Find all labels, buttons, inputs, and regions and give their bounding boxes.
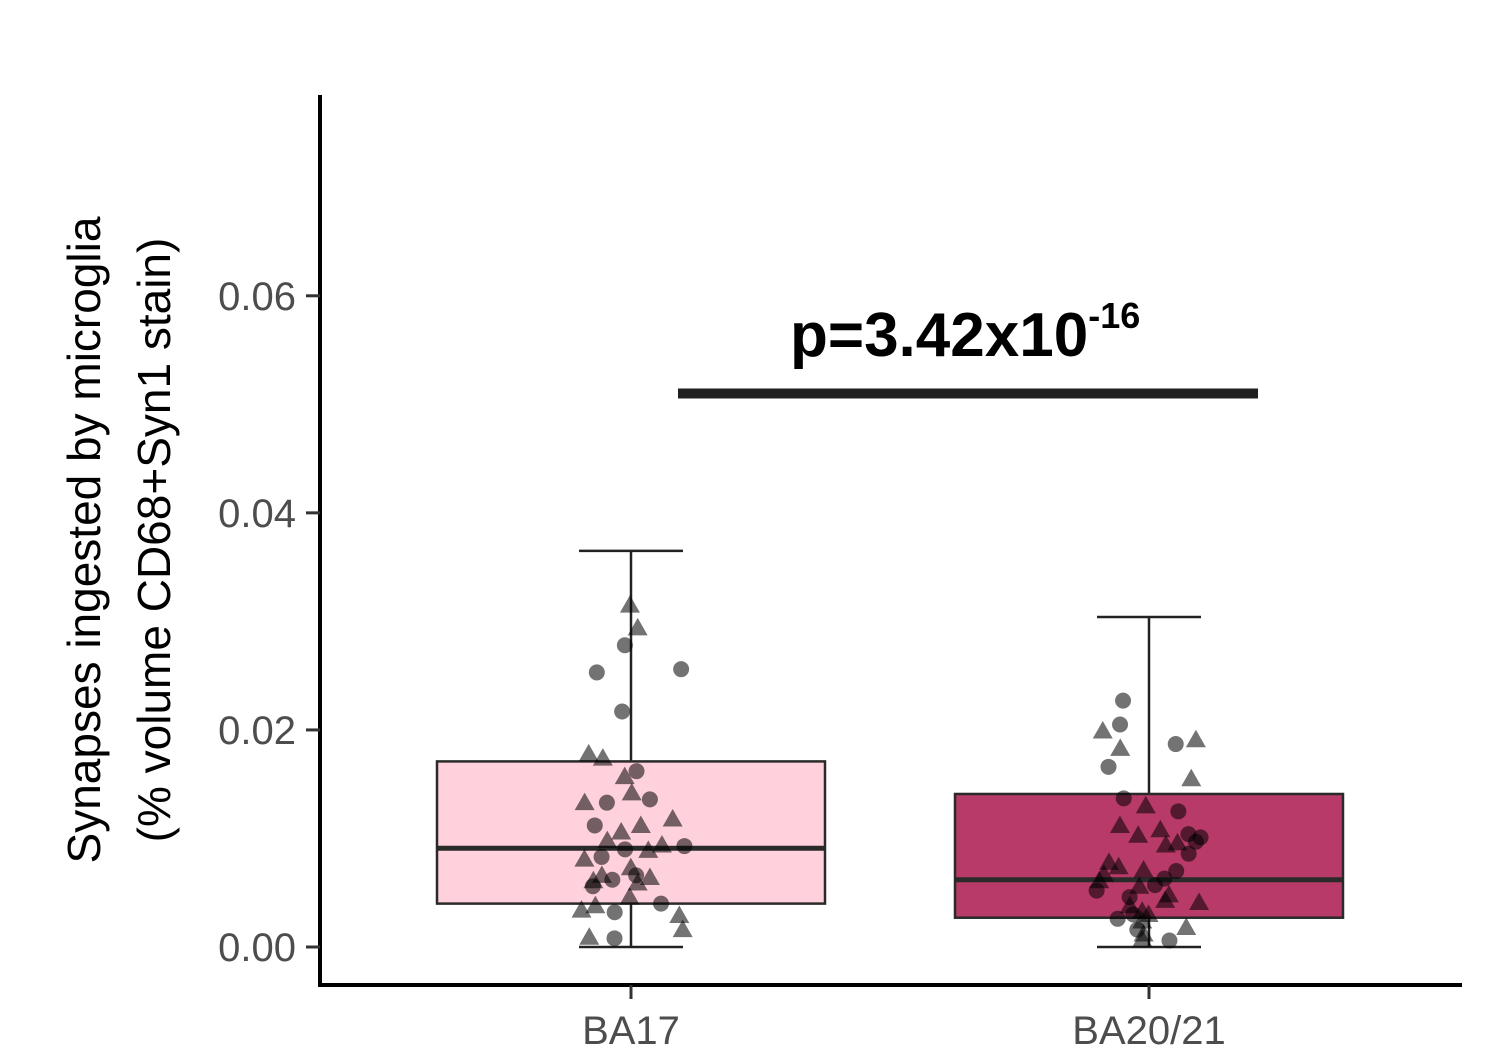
data-point-triangle [1110, 738, 1131, 756]
data-point-triangle [1185, 729, 1206, 748]
box-ba20-21 [953, 615, 1345, 949]
data-point-circle [588, 664, 605, 681]
data-point-circle [586, 817, 603, 834]
data-point-triangle [1167, 832, 1188, 851]
data-point-triangle [1109, 815, 1130, 833]
data-point-triangle [1133, 859, 1154, 878]
data-point-circle [1161, 932, 1178, 949]
data-point-circle [584, 878, 601, 895]
data-point-circle [1168, 863, 1185, 880]
y-tick-label: 0.02 [218, 709, 296, 753]
data-point-circle [1129, 921, 1146, 938]
data-point-circle [614, 703, 631, 720]
data-point-triangle [578, 743, 599, 762]
data-point-circle [598, 794, 615, 811]
p-value-base: p=3.42x10 [790, 301, 1088, 370]
y-tick-label: 0.00 [218, 926, 296, 970]
data-point-circle [604, 871, 621, 888]
data-point-triangle [621, 782, 642, 801]
data-point-triangle [619, 887, 640, 905]
data-point-triangle [1132, 929, 1153, 947]
data-point-triangle [579, 927, 600, 945]
data-point-circle [616, 637, 633, 654]
data-point-triangle [639, 867, 660, 886]
data-point-triangle [614, 766, 635, 785]
data-point-triangle [619, 595, 640, 613]
data-point-circle [1170, 803, 1187, 820]
data-point-triangle [574, 849, 595, 867]
p-value-exponent: -16 [1088, 295, 1140, 336]
data-point-triangle [574, 792, 595, 811]
data-point-circle [1121, 889, 1138, 906]
data-point-circle [1187, 833, 1204, 850]
data-point-triangle [597, 830, 618, 849]
data-point-circle [673, 661, 690, 678]
data-point-circle [1109, 910, 1126, 927]
data-point-circle [676, 838, 693, 855]
data-point-triangle [611, 821, 632, 840]
data-point-triangle [630, 815, 651, 833]
data-point-circle [606, 904, 623, 921]
data-point-circle [617, 841, 634, 858]
y-tick-label: 0.06 [218, 275, 296, 319]
x-tick-label: BA20/21 [1072, 1009, 1225, 1052]
data-point-triangle [585, 895, 606, 914]
data-point-triangle [1128, 825, 1149, 843]
data-point-triangle [1155, 890, 1176, 908]
data-point-circle [593, 848, 610, 865]
data-point-triangle [1129, 876, 1150, 894]
data-point-circle [1167, 736, 1184, 753]
data-point-circle [1180, 845, 1197, 862]
data-point-circle [628, 763, 645, 780]
data-point-triangle [1108, 856, 1129, 875]
data-point-triangle [1135, 795, 1156, 814]
data-point-circle [653, 895, 670, 912]
data-point-triangle [1181, 768, 1202, 787]
data-point-triangle [1176, 917, 1197, 935]
data-point-triangle [627, 617, 648, 636]
data-point-circle [1112, 716, 1129, 733]
data-point-circle [1088, 882, 1105, 899]
data-point-triangle [669, 905, 690, 924]
data-point-triangle [1189, 892, 1210, 911]
data-point-circle [1115, 790, 1132, 807]
y-axis-title-line-2: (% volume CD68+Syn1 stain) [128, 238, 180, 843]
data-point-circle [641, 791, 658, 808]
data-point-triangle [1150, 819, 1171, 838]
data-point-circle [1125, 906, 1142, 923]
data-point-triangle [651, 834, 672, 853]
data-point-triangle [1092, 721, 1113, 739]
data-point-triangle [1155, 834, 1176, 853]
data-point-circle [1100, 758, 1117, 775]
y-axis-ticks: 0.00 0.02 0.04 0.06 [218, 275, 320, 970]
x-tick-label: BA17 [582, 1009, 680, 1052]
data-point-circle [606, 930, 623, 947]
data-point-circle [1115, 692, 1132, 709]
data-point-triangle [592, 748, 613, 766]
y-axis-title-line-1: Synapses ingested by microglia [58, 216, 110, 863]
plot-marks [435, 549, 1345, 949]
data-point-circle [628, 867, 645, 884]
y-tick-label: 0.04 [218, 492, 296, 536]
data-point-triangle [571, 900, 592, 918]
x-axis-ticks: BA17 BA20/21 [582, 985, 1226, 1052]
p-value-label: p=3.42x10-16 [790, 295, 1140, 370]
data-point-triangle [672, 919, 693, 938]
data-point-circle [1146, 877, 1163, 894]
data-point-triangle [662, 808, 683, 827]
data-point-triangle [638, 840, 659, 858]
